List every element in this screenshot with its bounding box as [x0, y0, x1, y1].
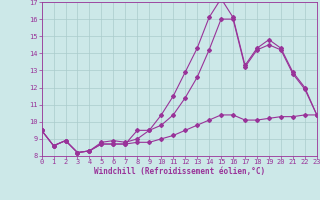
X-axis label: Windchill (Refroidissement éolien,°C): Windchill (Refroidissement éolien,°C)	[94, 167, 265, 176]
